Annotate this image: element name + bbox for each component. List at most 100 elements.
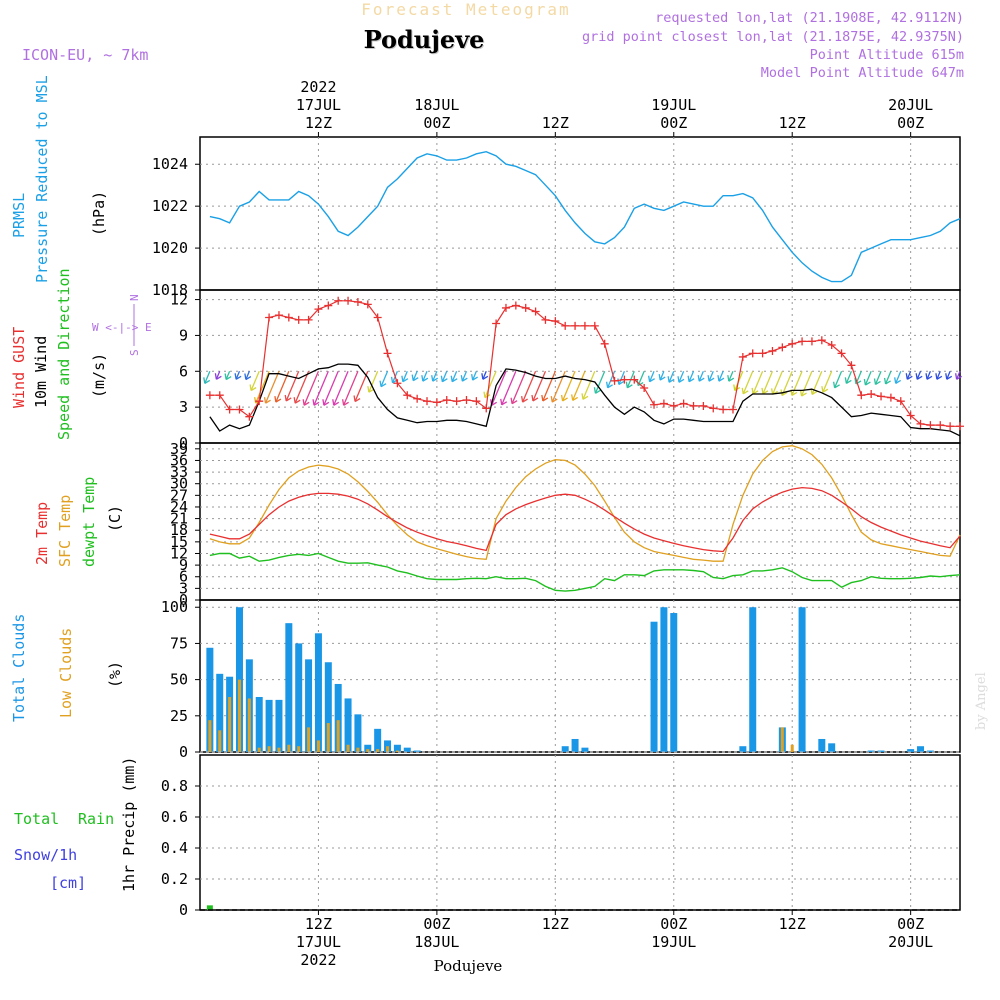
gust-marker: [235, 405, 244, 414]
barb-shaft: [225, 371, 231, 380]
barb-head: [728, 377, 735, 382]
barb-head: [531, 394, 534, 402]
barb-shaft: [594, 371, 606, 394]
barb-head: [846, 379, 852, 384]
y-tick-label: 100: [161, 598, 188, 616]
wind-barb: [460, 371, 468, 382]
barb-shaft: [542, 371, 556, 402]
barb-shaft: [402, 371, 408, 382]
barb-head: [751, 387, 754, 394]
gust-marker: [373, 313, 382, 322]
low-cloud-bar: [208, 720, 212, 752]
barb-head: [593, 387, 597, 394]
barb-head: [895, 379, 902, 384]
barb-head: [936, 375, 943, 380]
barb-shaft: [275, 371, 290, 403]
total-cloud-bar: [581, 747, 589, 752]
gust-marker: [798, 337, 807, 346]
wind-barb: [832, 371, 843, 389]
panel-clouds: 0 25 50 75 100: [161, 598, 961, 761]
gust-marker: [906, 411, 915, 420]
barb-shaft: [412, 371, 418, 381]
barb-shaft: [482, 371, 487, 380]
bottom-time-label: 00Z: [897, 915, 924, 933]
wind-barb: [697, 371, 705, 382]
gust-marker: [738, 352, 747, 361]
panel-pressure: 1018 1020 1022 1024: [152, 136, 961, 299]
wind-barb: [332, 371, 349, 406]
gust-marker: [788, 339, 797, 348]
model-label: ICON-EU, ~ 7km: [22, 46, 148, 64]
barb-head: [421, 375, 424, 382]
barb-shaft: [432, 371, 438, 382]
legend-low-clouds: Low Clouds: [57, 628, 75, 718]
barb-shaft: [916, 371, 922, 380]
barb-shaft: [204, 371, 211, 384]
total-cloud-bar: [798, 607, 806, 752]
wind-speed-line: [209, 363, 961, 437]
wind-legend: Wind GUST 10m Wind Speed and Direction (…: [10, 268, 152, 440]
gust-marker: [423, 397, 432, 406]
barb-head: [678, 378, 685, 383]
wind-barb: [751, 371, 764, 395]
gust-marker: [867, 389, 876, 398]
barb-head: [541, 394, 544, 402]
barb-head: [481, 373, 484, 380]
barb-head: [422, 377, 429, 382]
top-time-label: 00Z: [897, 114, 924, 132]
barb-shaft: [688, 371, 695, 382]
wind-barb: [883, 371, 892, 385]
total-cloud-bar: [818, 738, 826, 752]
gust-marker: [452, 397, 461, 406]
total-cloud-bar: [393, 744, 401, 752]
barb-head: [727, 375, 730, 382]
wind-barb: [302, 371, 320, 406]
top-time-label: 19JUL: [651, 96, 696, 114]
wind-barb: [915, 371, 923, 380]
barb-head: [254, 397, 257, 404]
barb-shaft: [264, 371, 280, 404]
total-cloud-bar: [334, 683, 342, 752]
wind-barb: [312, 371, 329, 406]
total-cloud-bar: [374, 728, 382, 752]
top-time-label: 12Z: [779, 114, 806, 132]
total-cloud-bar: [206, 647, 214, 752]
y-tick-label: 9: [179, 326, 188, 344]
y-tick-label: 12: [170, 544, 188, 562]
barb-head: [510, 397, 513, 404]
y-tick-label: 1024: [152, 155, 188, 173]
barb-head: [915, 373, 918, 380]
y-tick-label: 39: [170, 440, 188, 458]
y-tick-label: 0.8: [161, 777, 188, 795]
wind-barb: [821, 371, 833, 393]
barb-head: [854, 377, 857, 385]
wind-barb: [531, 371, 547, 402]
wind-barb: [935, 371, 943, 380]
gust-marker: [314, 305, 323, 314]
gust-marker: [640, 384, 649, 393]
legend-dew: dewpt Temp: [80, 477, 98, 567]
barb-head: [482, 375, 489, 380]
barb-shaft: [522, 371, 537, 403]
barb-shaft: [511, 371, 527, 404]
bottom-time-label: 00Z: [660, 915, 687, 933]
low-cloud-bar: [366, 749, 370, 752]
gust-marker: [768, 346, 777, 355]
gust-marker: [857, 391, 866, 400]
legend-2m: 2m Temp: [33, 502, 51, 565]
low-cloud-bar: [247, 698, 251, 752]
wind-barb: [510, 371, 527, 405]
temp-legend: 2m Temp SFC Temp dewpt Temp (C): [33, 477, 124, 567]
barb-shaft: [742, 371, 754, 395]
barb-head: [935, 373, 938, 380]
gust-marker: [344, 296, 353, 305]
sfc-temp-line: [209, 445, 961, 562]
low-cloud-bar: [307, 727, 311, 752]
barb-head: [214, 373, 218, 380]
wind-barb: [571, 371, 586, 401]
barb-head: [607, 384, 613, 389]
barb-shaft: [451, 371, 458, 382]
top-time-label: 2022: [300, 78, 336, 96]
top-time-label: 00Z: [660, 114, 687, 132]
ylabel-clouds: (%): [106, 661, 124, 688]
